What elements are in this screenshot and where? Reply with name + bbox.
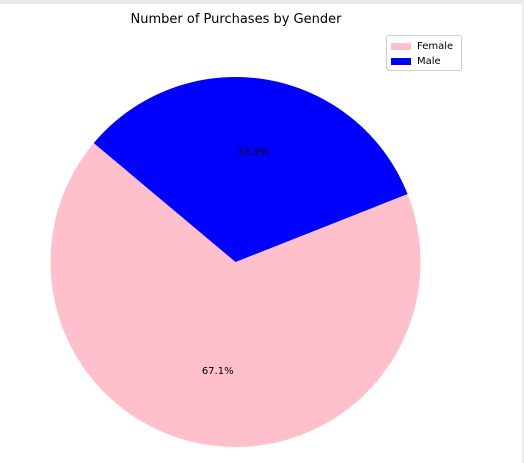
- legend-label-female: Female: [417, 41, 454, 52]
- pie-slices: [50, 76, 421, 447]
- legend-label-male: Male: [417, 56, 441, 67]
- legend-swatch-female: [391, 43, 411, 50]
- pie-label-male: 32.9%: [237, 147, 269, 158]
- window-top-border: [0, 0, 524, 4]
- legend-item-male: Male: [391, 54, 457, 69]
- pie-label-female: 67.1%: [202, 366, 234, 377]
- chart-legend: Female Male: [386, 35, 462, 71]
- legend-item-female: Female: [391, 39, 457, 54]
- chart-title: Number of Purchases by Gender: [130, 12, 342, 27]
- pie-labels: 67.1% 32.9%: [202, 147, 269, 377]
- window-right-border: [522, 0, 524, 463]
- pie-slice-female: [50, 143, 421, 447]
- pie-slice-male: [93, 76, 408, 262]
- legend-swatch-male: [391, 58, 411, 65]
